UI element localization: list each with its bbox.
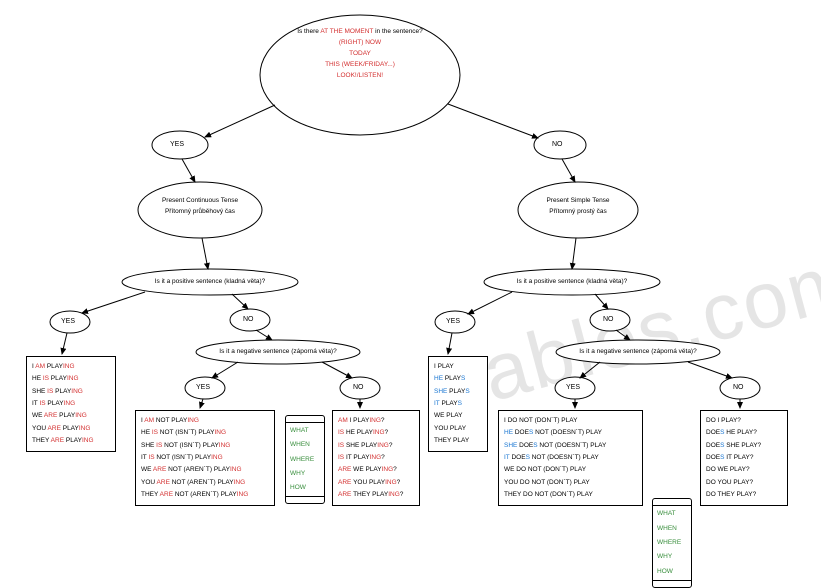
tense-right: Present Simple Tense Přítomný prostý čas <box>525 197 631 215</box>
yes-1: YES <box>170 141 184 148</box>
root-question: Is there AT THE MOMENT in the sentence? … <box>270 28 450 79</box>
qneg-left: Is it a negative sentence (záporná věta)… <box>204 348 352 355</box>
wh-scroll-right: WHATWHENWHEREWHYHOW <box>652 501 692 584</box>
tense-left: Present Continuous Tense Přítomný průběh… <box>145 197 255 215</box>
right-positive-box: I PLAYHE PLAYSSHE PLAYSIT PLAYSWE PLAYYO… <box>428 356 488 452</box>
wh-scroll-left: WHATWHENWHEREWHYHOW <box>285 418 325 501</box>
no-l2: NO <box>243 316 254 323</box>
left-negative-box: I AM NOT PLAYINGHE IS NOT (ISN´T) PLAYIN… <box>135 410 275 506</box>
no-r2: NO <box>603 316 614 323</box>
qpos-left: Is it a positive sentence (kladná věta)? <box>132 278 288 285</box>
no-r3: NO <box>733 384 744 391</box>
left-question-box: AM I PLAYING?IS HE PLAYING?IS SHE PLAYIN… <box>332 410 420 506</box>
yes-l2: YES <box>61 318 75 325</box>
yes-l3: YES <box>196 384 210 391</box>
right-question-box: DO I PLAY?DOES HE PLAY?DOES SHE PLAY?DOE… <box>700 410 788 506</box>
qpos-right: Is it a positive sentence (kladná věta)? <box>494 278 650 285</box>
yes-r2: YES <box>446 318 460 325</box>
left-positive-box: I AM PLAYINGHE IS PLAYINGSHE IS PLAYINGI… <box>26 356 116 452</box>
right-negative-box: I DO NOT (DON´T) PLAYHE DOES NOT (DOESN´… <box>498 410 643 506</box>
no-1: NO <box>552 141 563 148</box>
qneg-right: Is it a negative sentence (záporná věta)… <box>564 348 712 355</box>
yes-r3: YES <box>566 384 580 391</box>
no-l3: NO <box>353 384 364 391</box>
